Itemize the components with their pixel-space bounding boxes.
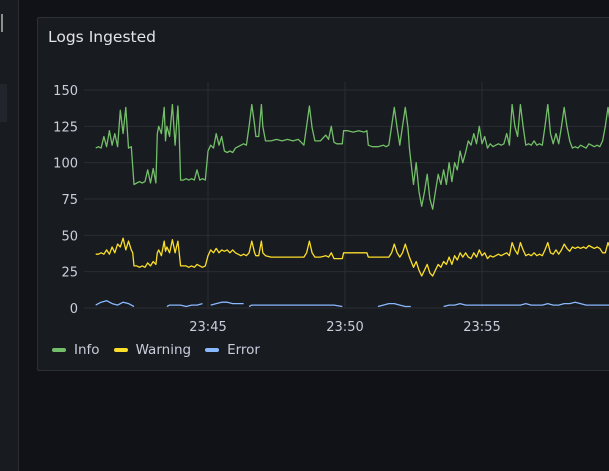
- rail-menu-icon[interactable]: [0, 14, 3, 32]
- y-tick-label: 150: [53, 84, 78, 99]
- rail-active-item[interactable]: [0, 84, 7, 122]
- series-line-info: [95, 103, 609, 210]
- side-rail: [0, 0, 19, 471]
- series-line-error: [443, 301, 609, 308]
- y-tick-label: 75: [61, 193, 78, 208]
- chart-series: [95, 103, 609, 308]
- legend-label: Info: [74, 342, 100, 358]
- logs-chart: 0 25 50 75 100 125 150 23:45 23:50 23:55 0: [53, 82, 609, 335]
- legend-label: Error: [227, 342, 260, 358]
- legend-swatch-icon: [52, 348, 66, 352]
- series-line-error: [95, 300, 135, 308]
- chart-legend: Info Warning Error: [52, 342, 260, 358]
- legend-item-error[interactable]: Error: [205, 342, 260, 358]
- legend-item-warning[interactable]: Warning: [113, 342, 192, 358]
- series-line-error: [210, 301, 244, 306]
- x-tick-label: 23:50: [326, 320, 363, 335]
- y-tick-label: 50: [61, 229, 78, 244]
- logs-ingested-panel: Logs Ingested 0 25 50 75 100 125 150 23:45 23:5…: [37, 17, 609, 371]
- series-line-error: [166, 302, 203, 308]
- series-line-warning: [95, 237, 609, 277]
- x-tick-label: 23:45: [189, 320, 226, 335]
- legend-swatch-icon: [205, 348, 220, 352]
- panel-title[interactable]: Logs Ingested: [48, 28, 156, 46]
- legend-label: Warning: [135, 342, 192, 358]
- y-tick-label: 25: [61, 266, 78, 281]
- series-line-error: [248, 304, 343, 308]
- y-axis: 0 25 50 75 100 125 150: [53, 84, 78, 317]
- x-tick-label: 23:55: [463, 320, 500, 335]
- legend-item-info[interactable]: Info: [52, 342, 100, 358]
- series-line-error: [377, 302, 411, 308]
- legend-swatch-icon: [113, 348, 128, 352]
- y-tick-label: 0: [70, 302, 78, 317]
- y-tick-label: 100: [53, 157, 78, 172]
- y-tick-label: 125: [53, 120, 78, 135]
- chart-grid: [84, 82, 609, 309]
